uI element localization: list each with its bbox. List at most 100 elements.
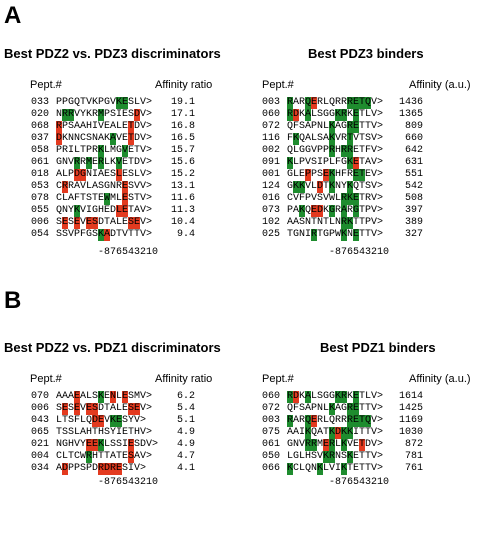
residue: T [359,451,366,462]
residue: L [293,157,300,168]
residue: E [122,181,129,193]
residue: G [341,121,348,132]
peptide-number: 020 [31,109,50,120]
residue: Y [341,181,348,192]
residue: V [371,145,378,156]
residue: P [305,169,312,181]
residue: S [365,181,372,192]
residue: D [293,391,300,403]
residue: E [104,391,111,402]
peptide-sequence: D K N N C S N A K A V E T D V > [56,133,152,145]
peptide-sequence: R D K A L S G G K R K E T L V > [287,109,383,121]
residue: R [347,205,354,216]
residue: L [74,427,81,438]
residue: > [146,193,153,204]
residue: V [140,181,147,192]
residue: S [128,217,135,229]
residue: V [140,403,147,414]
residue: N [305,217,312,228]
residue: A [80,391,87,402]
residue: R [62,109,69,121]
residue: L [116,169,123,181]
residue: > [146,157,153,168]
residue: S [128,391,135,402]
affinity-value: 551 [404,169,423,180]
residue: P [74,463,81,474]
residue: G [86,229,93,240]
residue: A [80,427,87,438]
residue: K [299,181,306,193]
residue: K [347,157,354,169]
residue: S [68,415,75,426]
residue: Y [80,109,87,120]
residue: T [359,205,366,216]
residue: R [341,109,348,121]
peptide-sequence: G N V R R M E R L K V E T D V > [287,439,383,451]
residue: L [299,451,306,462]
residue: A [293,217,300,228]
residue: E [353,415,360,427]
residue: H [98,205,105,216]
residue: V [140,169,147,180]
affinity-value: 5.4 [176,403,195,414]
residue: H [305,451,312,462]
residue: R [299,415,306,426]
panel-a-left-position-axis: -876543210 [98,247,159,258]
residue: W [80,451,87,462]
residue: > [146,427,153,438]
residue: V [140,157,147,168]
residue: N [86,169,93,180]
residue: K [329,121,336,133]
peptide-sequence: K C L Q N K L V I K T E T T V > [287,463,383,475]
affinity-value: 1614 [398,391,423,402]
residue: V [371,451,378,462]
residue: G [299,145,306,156]
residue: E [353,157,360,169]
residue: S [317,193,324,204]
peptide-sequence: C R R A V L A S G N R E S V V > [56,181,152,193]
residue: E [122,193,129,205]
residue: E [122,451,129,462]
residue: R [311,229,318,241]
residue: D [98,403,105,414]
residue: E [134,403,141,415]
peptide-number: 037 [31,133,50,144]
residue: > [377,439,384,450]
residue: T [365,427,372,438]
residue: K [98,229,105,241]
residue: T [365,121,372,132]
residue: V [80,217,87,228]
residue: T [323,181,330,192]
residue: T [128,229,135,240]
residue: D [62,463,69,475]
residue: T [359,133,366,144]
residue: V [371,463,378,474]
residue: > [146,121,153,132]
residue: V [371,169,378,180]
residue: G [323,229,330,240]
peptide-number: 033 [31,97,50,108]
affinity-value: 4.9 [176,427,195,438]
residue: V [371,217,378,228]
peptide-sequence: G N V R R M E R L K V E T D V > [56,157,152,169]
affinity-value: 1365 [398,109,423,120]
residue: E [104,169,111,180]
peptide-sequence: R D K A L S G G K R K E T L V > [287,391,383,403]
residue: P [365,217,372,228]
residue: T [359,415,366,427]
residue: > [146,205,153,216]
residue: G [56,157,63,168]
residue: S [128,193,135,204]
residue: A [293,427,300,438]
residue: D [92,415,99,427]
residue: L [293,145,300,156]
residue: > [146,217,153,228]
residue: K [341,439,348,451]
panel-a-right-pept-header: Pept.# [262,79,294,91]
residue: T [359,403,366,414]
residue: A [110,403,117,414]
residue: R [62,145,69,156]
residue: V [335,133,342,144]
peptide-sequence: A A A E A L S K E N L E S M V > [56,391,152,403]
panel-b-left-value-header: Affinity ratio [155,373,213,385]
